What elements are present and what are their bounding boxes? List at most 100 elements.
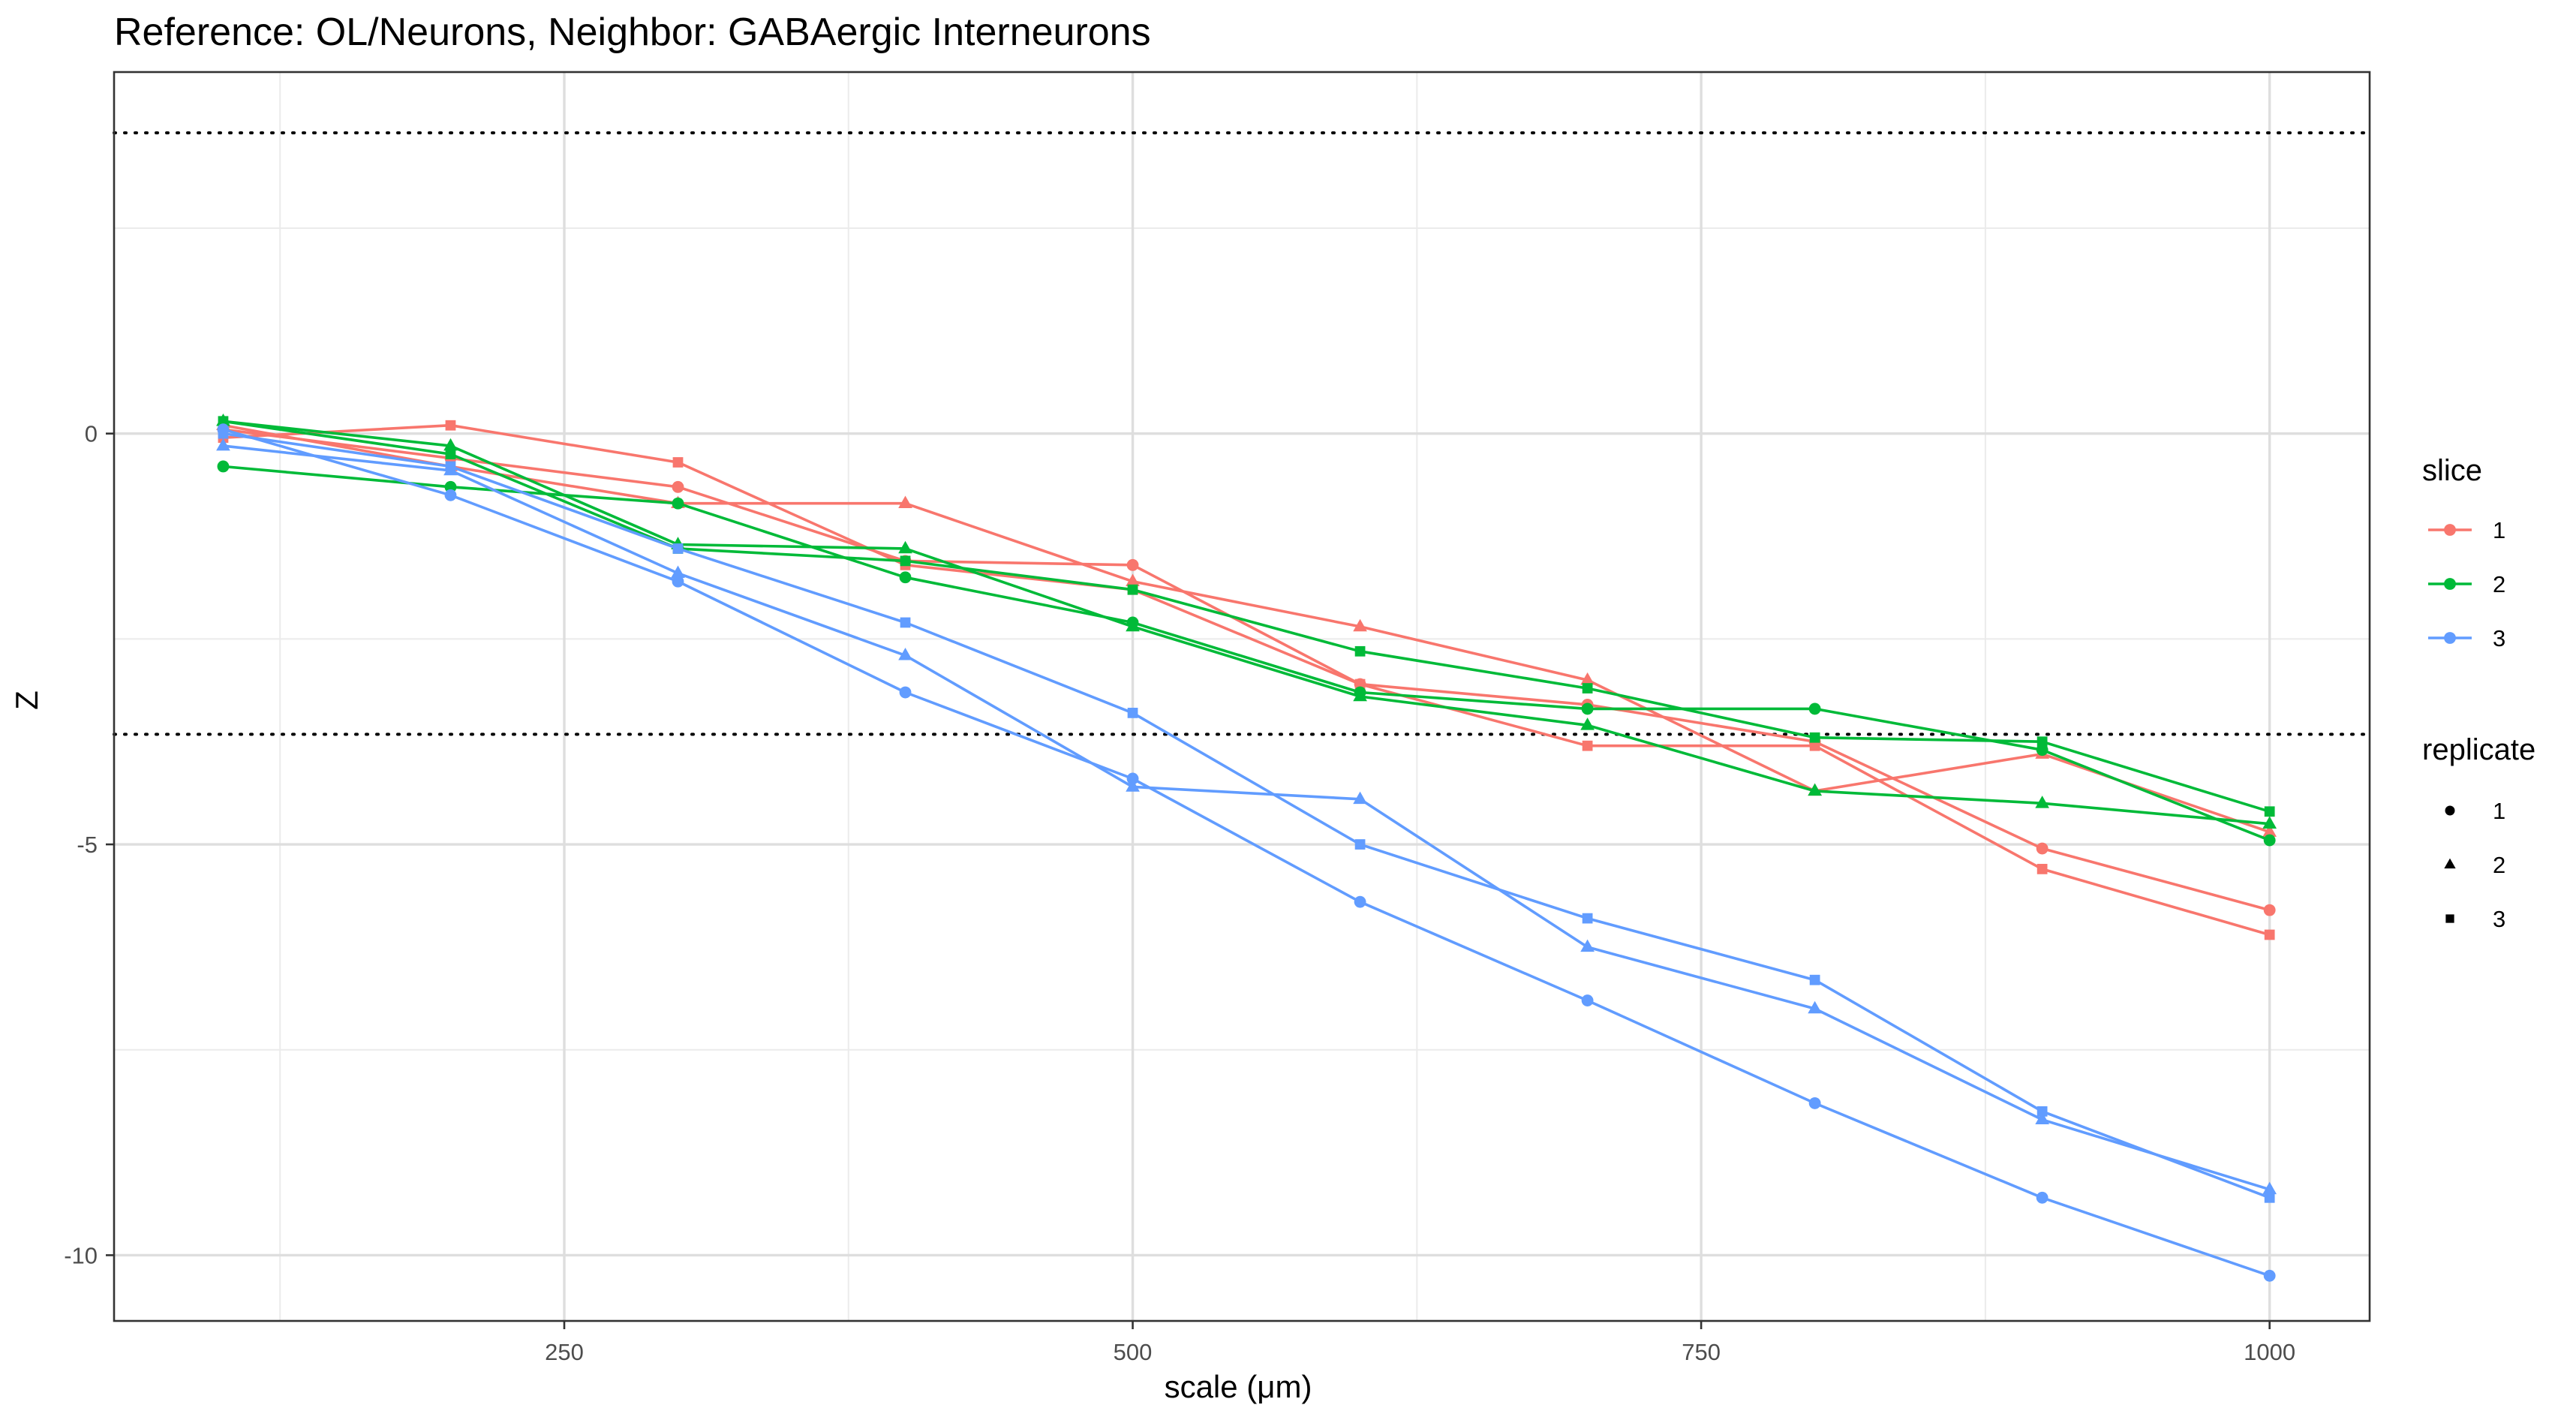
data-point xyxy=(445,449,456,459)
data-point xyxy=(898,495,912,509)
data-point xyxy=(1582,683,1593,693)
data-point xyxy=(900,617,911,628)
x-tick-label: 1000 xyxy=(2244,1339,2295,1365)
data-point xyxy=(2262,1181,2277,1195)
data-point xyxy=(1580,718,1595,730)
data-point xyxy=(2263,834,2276,847)
data-point xyxy=(2264,806,2275,817)
y-axis-label: Z xyxy=(9,690,44,710)
data-point xyxy=(1808,1097,1821,1109)
legend-key-point xyxy=(2444,524,2456,536)
data-point xyxy=(2036,864,2048,874)
series-line xyxy=(223,432,2271,1199)
data-point xyxy=(218,428,229,439)
legend-key-shape xyxy=(2445,805,2455,816)
series-line xyxy=(223,444,2271,1191)
data-point xyxy=(1354,895,1366,908)
series-slice-3-replicate-2 xyxy=(216,438,2277,1195)
x-axis-label: scale (μm) xyxy=(1165,1369,1312,1404)
data-point xyxy=(1809,740,1820,751)
x-tick-label: 500 xyxy=(1114,1339,1153,1365)
legend-label: 3 xyxy=(2493,906,2505,932)
data-point xyxy=(444,489,457,501)
series-line xyxy=(223,423,2271,937)
data-point xyxy=(1354,839,1366,850)
data-point xyxy=(2036,1106,2048,1117)
legend-title-slice: slice xyxy=(2422,454,2482,487)
legend-label: 1 xyxy=(2493,517,2505,543)
series-slice-3-replicate-3 xyxy=(218,428,2275,1203)
data-point xyxy=(898,648,912,660)
legend-key-shape xyxy=(2445,914,2454,923)
data-point xyxy=(444,480,457,493)
data-point xyxy=(672,543,684,554)
legend-shape-keys: 1 2 3 xyxy=(2444,798,2505,932)
data-point xyxy=(1808,702,1821,715)
data-point xyxy=(672,575,684,588)
data-point xyxy=(443,438,458,451)
data-point xyxy=(1580,672,1595,685)
y-tick-label: 0 xyxy=(85,421,98,447)
legend-label: 3 xyxy=(2493,625,2505,651)
data-point xyxy=(2036,842,2048,855)
legend-label: 1 xyxy=(2493,798,2505,824)
data-point xyxy=(2036,736,2048,748)
chart-title: Reference: OL/Neurons, Neighbor: GABAerg… xyxy=(114,11,1151,54)
panel-border xyxy=(113,71,2371,1322)
data-point xyxy=(2036,744,2048,757)
data-point xyxy=(900,555,911,567)
data-point xyxy=(672,480,684,493)
axis-layer: 250 500 750 1000 0 -5 -10 xyxy=(64,421,2295,1365)
data-point xyxy=(1126,779,1140,792)
data-point xyxy=(1354,645,1366,657)
data-point xyxy=(2264,929,2275,940)
data-point xyxy=(1808,1000,1822,1014)
data-point xyxy=(1809,732,1820,743)
data-point xyxy=(1582,913,1593,924)
data-point xyxy=(1126,558,1139,571)
data-point xyxy=(2263,1269,2276,1282)
legend-key-shape xyxy=(2444,858,2456,869)
data-point xyxy=(2263,904,2276,916)
data-point xyxy=(216,438,230,451)
data-point xyxy=(2035,1112,2049,1125)
data-point xyxy=(1354,678,1366,690)
data-point xyxy=(1581,702,1594,715)
data-point xyxy=(899,571,912,584)
panel-grid xyxy=(114,72,2370,1321)
legend-key-point xyxy=(2444,578,2456,590)
legend-title-replicate: replicate xyxy=(2422,733,2535,766)
legend: slice 1 2 3 replicate 1 2 3 xyxy=(2422,454,2535,932)
y-tick-label: -10 xyxy=(64,1242,98,1268)
legend-label: 2 xyxy=(2493,571,2505,597)
data-point xyxy=(1808,783,1822,796)
series-line xyxy=(223,428,2271,912)
series-line xyxy=(223,420,2271,814)
data-point xyxy=(672,497,684,510)
legend-color-keys: 1 2 3 xyxy=(2428,517,2505,651)
data-point xyxy=(1127,708,1138,718)
data-point xyxy=(1126,573,1140,587)
data-point xyxy=(2262,816,2277,829)
data-point xyxy=(1353,618,1367,632)
data-point xyxy=(1127,584,1138,595)
data-point xyxy=(445,420,456,431)
data-point xyxy=(1809,974,1820,985)
x-tick-label: 750 xyxy=(1682,1339,1721,1365)
data-point xyxy=(1353,688,1367,702)
data-point xyxy=(899,686,912,699)
data-point xyxy=(898,540,912,554)
data-point xyxy=(445,461,456,472)
data-point xyxy=(671,565,685,579)
legend-label: 2 xyxy=(2493,852,2505,878)
data-point xyxy=(1580,939,1595,952)
data-point xyxy=(672,457,684,468)
y-tick-label: -5 xyxy=(77,832,98,858)
data-point xyxy=(1353,791,1367,805)
series-line xyxy=(223,420,2270,826)
data-point xyxy=(1126,772,1139,785)
data-point xyxy=(1581,994,1594,1006)
